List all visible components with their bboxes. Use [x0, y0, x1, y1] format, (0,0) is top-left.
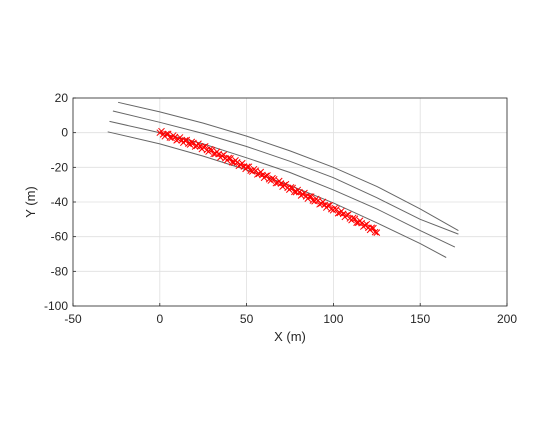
y-tick-label: -40 [51, 195, 69, 209]
detection-marker [363, 220, 371, 228]
detection-marker [158, 127, 165, 135]
detection-marker [344, 211, 352, 219]
detection-marker [309, 197, 317, 204]
detection-marker [291, 188, 298, 196]
detection-marker [371, 228, 379, 236]
detection-marker [247, 167, 254, 174]
grid-lines [72, 97, 508, 307]
y-tick-label: -100 [44, 299, 68, 313]
detection-marker [264, 172, 271, 179]
x-tick-label: 100 [323, 312, 343, 326]
detection-marker [370, 224, 377, 232]
detection-marker [201, 143, 209, 150]
detection-marker [238, 159, 246, 167]
y-ticks: -100 -80 -60 -40 -20 0 20 [44, 91, 76, 313]
x-ticks: -50 0 50 100 150 200 [64, 303, 517, 326]
detection-marker [301, 189, 308, 197]
detection-marker [358, 219, 366, 227]
lane-line [117, 101, 459, 232]
y-tick-label: -60 [51, 230, 69, 244]
detection-marker [307, 193, 315, 200]
x-tick-label: 200 [497, 312, 517, 326]
x-axis-label: X (m) [274, 329, 306, 344]
x-tick-label: 0 [156, 312, 163, 326]
detection-marker [227, 154, 234, 162]
y-tick-label: 20 [55, 91, 69, 105]
detection-marker [245, 163, 253, 171]
detection-marker [210, 150, 217, 158]
detection-marker [326, 201, 334, 209]
detection-marker [183, 136, 191, 144]
x-tick-label: -50 [64, 312, 82, 326]
lane-lines [107, 101, 459, 258]
x-tick-label: 150 [410, 312, 430, 326]
detection-marker [228, 158, 236, 166]
detection-marker [220, 151, 228, 159]
y-tick-label: 0 [61, 126, 68, 140]
detection-marker [319, 198, 327, 206]
lane-line [107, 131, 447, 258]
detection-marker [289, 184, 297, 192]
y-axis-label: Y (m) [23, 186, 38, 218]
y-tick-label: -80 [51, 264, 69, 278]
detection-markers [156, 127, 381, 237]
lane-line [112, 110, 459, 235]
x-tick-label: 50 [240, 312, 254, 326]
detection-marker [282, 180, 290, 188]
y-tick-label: -20 [51, 160, 69, 174]
detection-marker [373, 229, 381, 237]
detection-marker [164, 130, 172, 138]
